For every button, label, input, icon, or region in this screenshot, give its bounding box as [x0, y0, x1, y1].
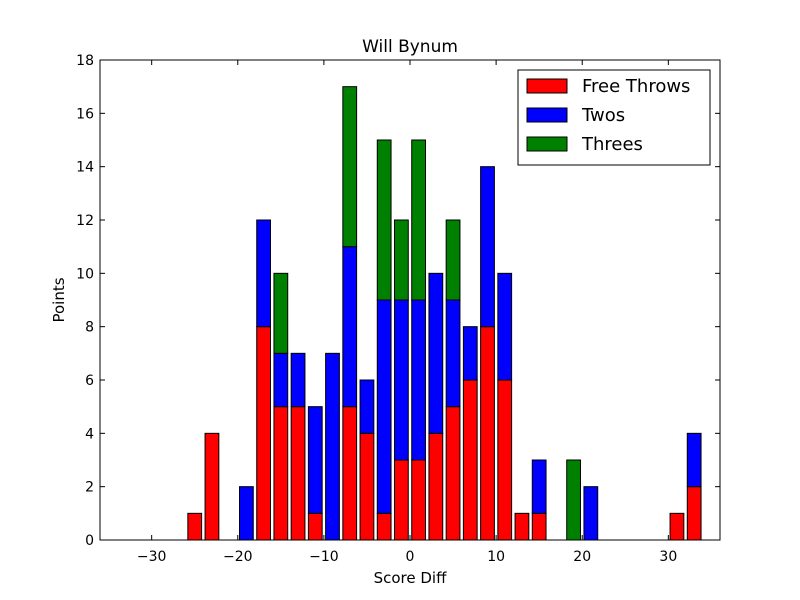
- y-tick-label: 18: [76, 53, 94, 69]
- bar-twos-28: [583, 486, 599, 541]
- x-tick-label: −10: [309, 549, 339, 565]
- bar-free-throws-10: [273, 406, 289, 541]
- bar-threes-17: [394, 219, 409, 301]
- bar-free-throws-20: [445, 406, 461, 541]
- bar-threes-14: [342, 86, 358, 248]
- bar-free-throws-24: [514, 512, 530, 541]
- x-axis-label: Score Diff: [374, 569, 447, 587]
- bar-twos-22: [480, 166, 495, 328]
- bar-threes-10: [273, 272, 289, 354]
- y-tick-label: 10: [76, 266, 94, 282]
- bar-twos-13: [325, 352, 340, 541]
- bar-free-throws-9: [256, 326, 272, 541]
- chart-title: Will Bynum: [362, 37, 458, 57]
- y-tick-label: 2: [85, 480, 94, 496]
- x-tick-label: −20: [223, 549, 253, 565]
- bar-twos-11: [290, 352, 306, 408]
- bar-twos-23: [497, 272, 513, 381]
- bar-threes-20: [445, 219, 461, 301]
- legend-label: Free Throws: [582, 76, 690, 97]
- bar-free-throws-5: [187, 512, 203, 541]
- bar-free-throws-15: [359, 432, 375, 541]
- bar-free-throws-23: [497, 379, 513, 541]
- bar-twos-16: [376, 299, 392, 514]
- bar-free-throws-22: [480, 326, 495, 541]
- x-tick-label: 30: [659, 549, 677, 565]
- x-tick-label: 0: [406, 549, 415, 565]
- y-tick-label: 4: [85, 426, 94, 442]
- y-axis-label: Points: [50, 277, 68, 322]
- bar-free-throws-34: [686, 486, 702, 541]
- x-tick-label: 20: [573, 549, 591, 565]
- x-tick-label: −30: [137, 549, 167, 565]
- legend-swatch: [526, 136, 568, 152]
- bar-twos-34: [686, 432, 702, 488]
- bar-free-throws-19: [428, 432, 444, 541]
- bar-free-throws-16: [376, 512, 392, 541]
- bar-threes-16: [376, 139, 392, 301]
- legend-swatch: [526, 107, 568, 123]
- bar-free-throws-33: [669, 512, 685, 541]
- bar-twos-18: [411, 299, 427, 461]
- bar-free-throws-17: [394, 459, 409, 541]
- y-tick-label: 14: [76, 160, 94, 176]
- bar-twos-25: [531, 459, 547, 514]
- bar-twos-15: [359, 379, 375, 434]
- plot-frame: [99, 59, 721, 541]
- bar-free-throws-12: [307, 512, 323, 541]
- bar-twos-8: [239, 486, 254, 541]
- bar-twos-20: [445, 299, 461, 408]
- bar-free-throws-25: [531, 512, 547, 541]
- bar-threes-27: [566, 459, 582, 541]
- legend-label: Threes: [581, 134, 643, 155]
- ticks-layer: −30 −20 −10 0 10 20 30 0 2 4 6 8 10 12 14 16 18: [76, 53, 720, 565]
- y-tick-label: 16: [76, 106, 94, 122]
- bar-twos-19: [428, 272, 444, 434]
- bar-free-throws-21: [462, 379, 478, 541]
- y-tick-label: 6: [85, 373, 94, 389]
- x-tick-label: 10: [487, 549, 505, 565]
- legend-swatch: [526, 78, 568, 94]
- y-tick-label: 12: [76, 213, 94, 229]
- bar-twos-21: [462, 326, 478, 381]
- bar-free-throws-14: [342, 406, 358, 541]
- y-tick-label: 0: [85, 533, 94, 549]
- y-tick-label: 8: [85, 320, 94, 336]
- bar-twos-9: [256, 219, 272, 328]
- legend-label: Twos: [581, 105, 625, 126]
- bar-twos-10: [273, 352, 289, 408]
- bar-free-throws-6: [204, 432, 220, 541]
- bar-twos-14: [342, 246, 358, 408]
- legend: Free Throws Twos Threes: [517, 69, 711, 166]
- bar-free-throws-11: [290, 406, 306, 541]
- bar-twos-12: [307, 406, 323, 514]
- bar-free-throws-18: [411, 459, 427, 541]
- bar-threes-18: [411, 139, 427, 301]
- bar-twos-17: [394, 299, 409, 461]
